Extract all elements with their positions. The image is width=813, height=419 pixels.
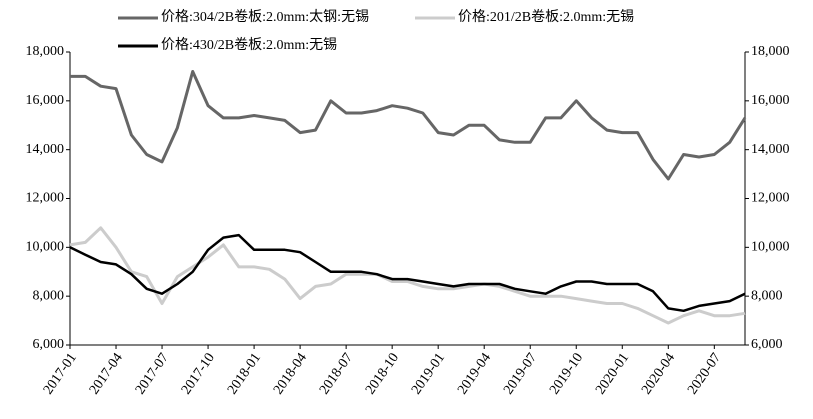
y-tick-label: 12,000 (26, 191, 65, 206)
x-tick-label: 2019-04 (455, 351, 494, 398)
x-tick-label: 2018-01 (225, 351, 264, 398)
legend-label: 价格:304/2B卷板:2.0mm:太钢:无锡 (161, 9, 369, 25)
x-tick-label: 2020-07 (685, 351, 724, 398)
x-tick-label: 2018-04 (271, 351, 310, 398)
x-tick-label: 2019-10 (547, 351, 586, 398)
series-line (69, 233, 746, 313)
x-tick-label: 2017-10 (179, 351, 218, 398)
x-tick-label: 2020-04 (639, 351, 678, 398)
x-tick-label: 2017-04 (87, 351, 126, 398)
y2-tick-label: 18,000 (751, 44, 790, 59)
y2-tick-label: 10,000 (751, 240, 790, 255)
x-tick-label: 2020-01 (593, 351, 632, 398)
x-tick-label: 2019-07 (501, 351, 540, 398)
y2-tick-label: 16,000 (751, 93, 790, 108)
y-tick-label: 16,000 (26, 93, 65, 108)
legend-label: 价格:430/2B卷板:2.0mm:无锡 (161, 37, 337, 53)
y2-tick-label: 12,000 (751, 191, 790, 206)
x-tick-label: 2019-01 (409, 351, 448, 398)
y-tick-label: 10,000 (26, 240, 65, 255)
series-line (70, 70, 747, 181)
x-tick-label: 2017-01 (41, 351, 80, 398)
y2-tick-label: 6,000 (751, 337, 783, 352)
series-line (69, 226, 746, 325)
y-tick-label: 6,000 (33, 337, 65, 352)
y-tick-label: 14,000 (26, 142, 65, 157)
x-tick-label: 2017-07 (133, 351, 172, 398)
y2-tick-label: 8,000 (751, 288, 783, 303)
x-tick-label: 2018-07 (317, 351, 356, 398)
y-tick-label: 18,000 (26, 44, 65, 59)
y-tick-label: 8,000 (33, 288, 65, 303)
x-tick-label: 2018-10 (363, 351, 402, 398)
legend-label: 价格:201/2B卷板:2.0mm:无锡 (458, 9, 634, 25)
y2-tick-label: 14,000 (751, 142, 790, 157)
